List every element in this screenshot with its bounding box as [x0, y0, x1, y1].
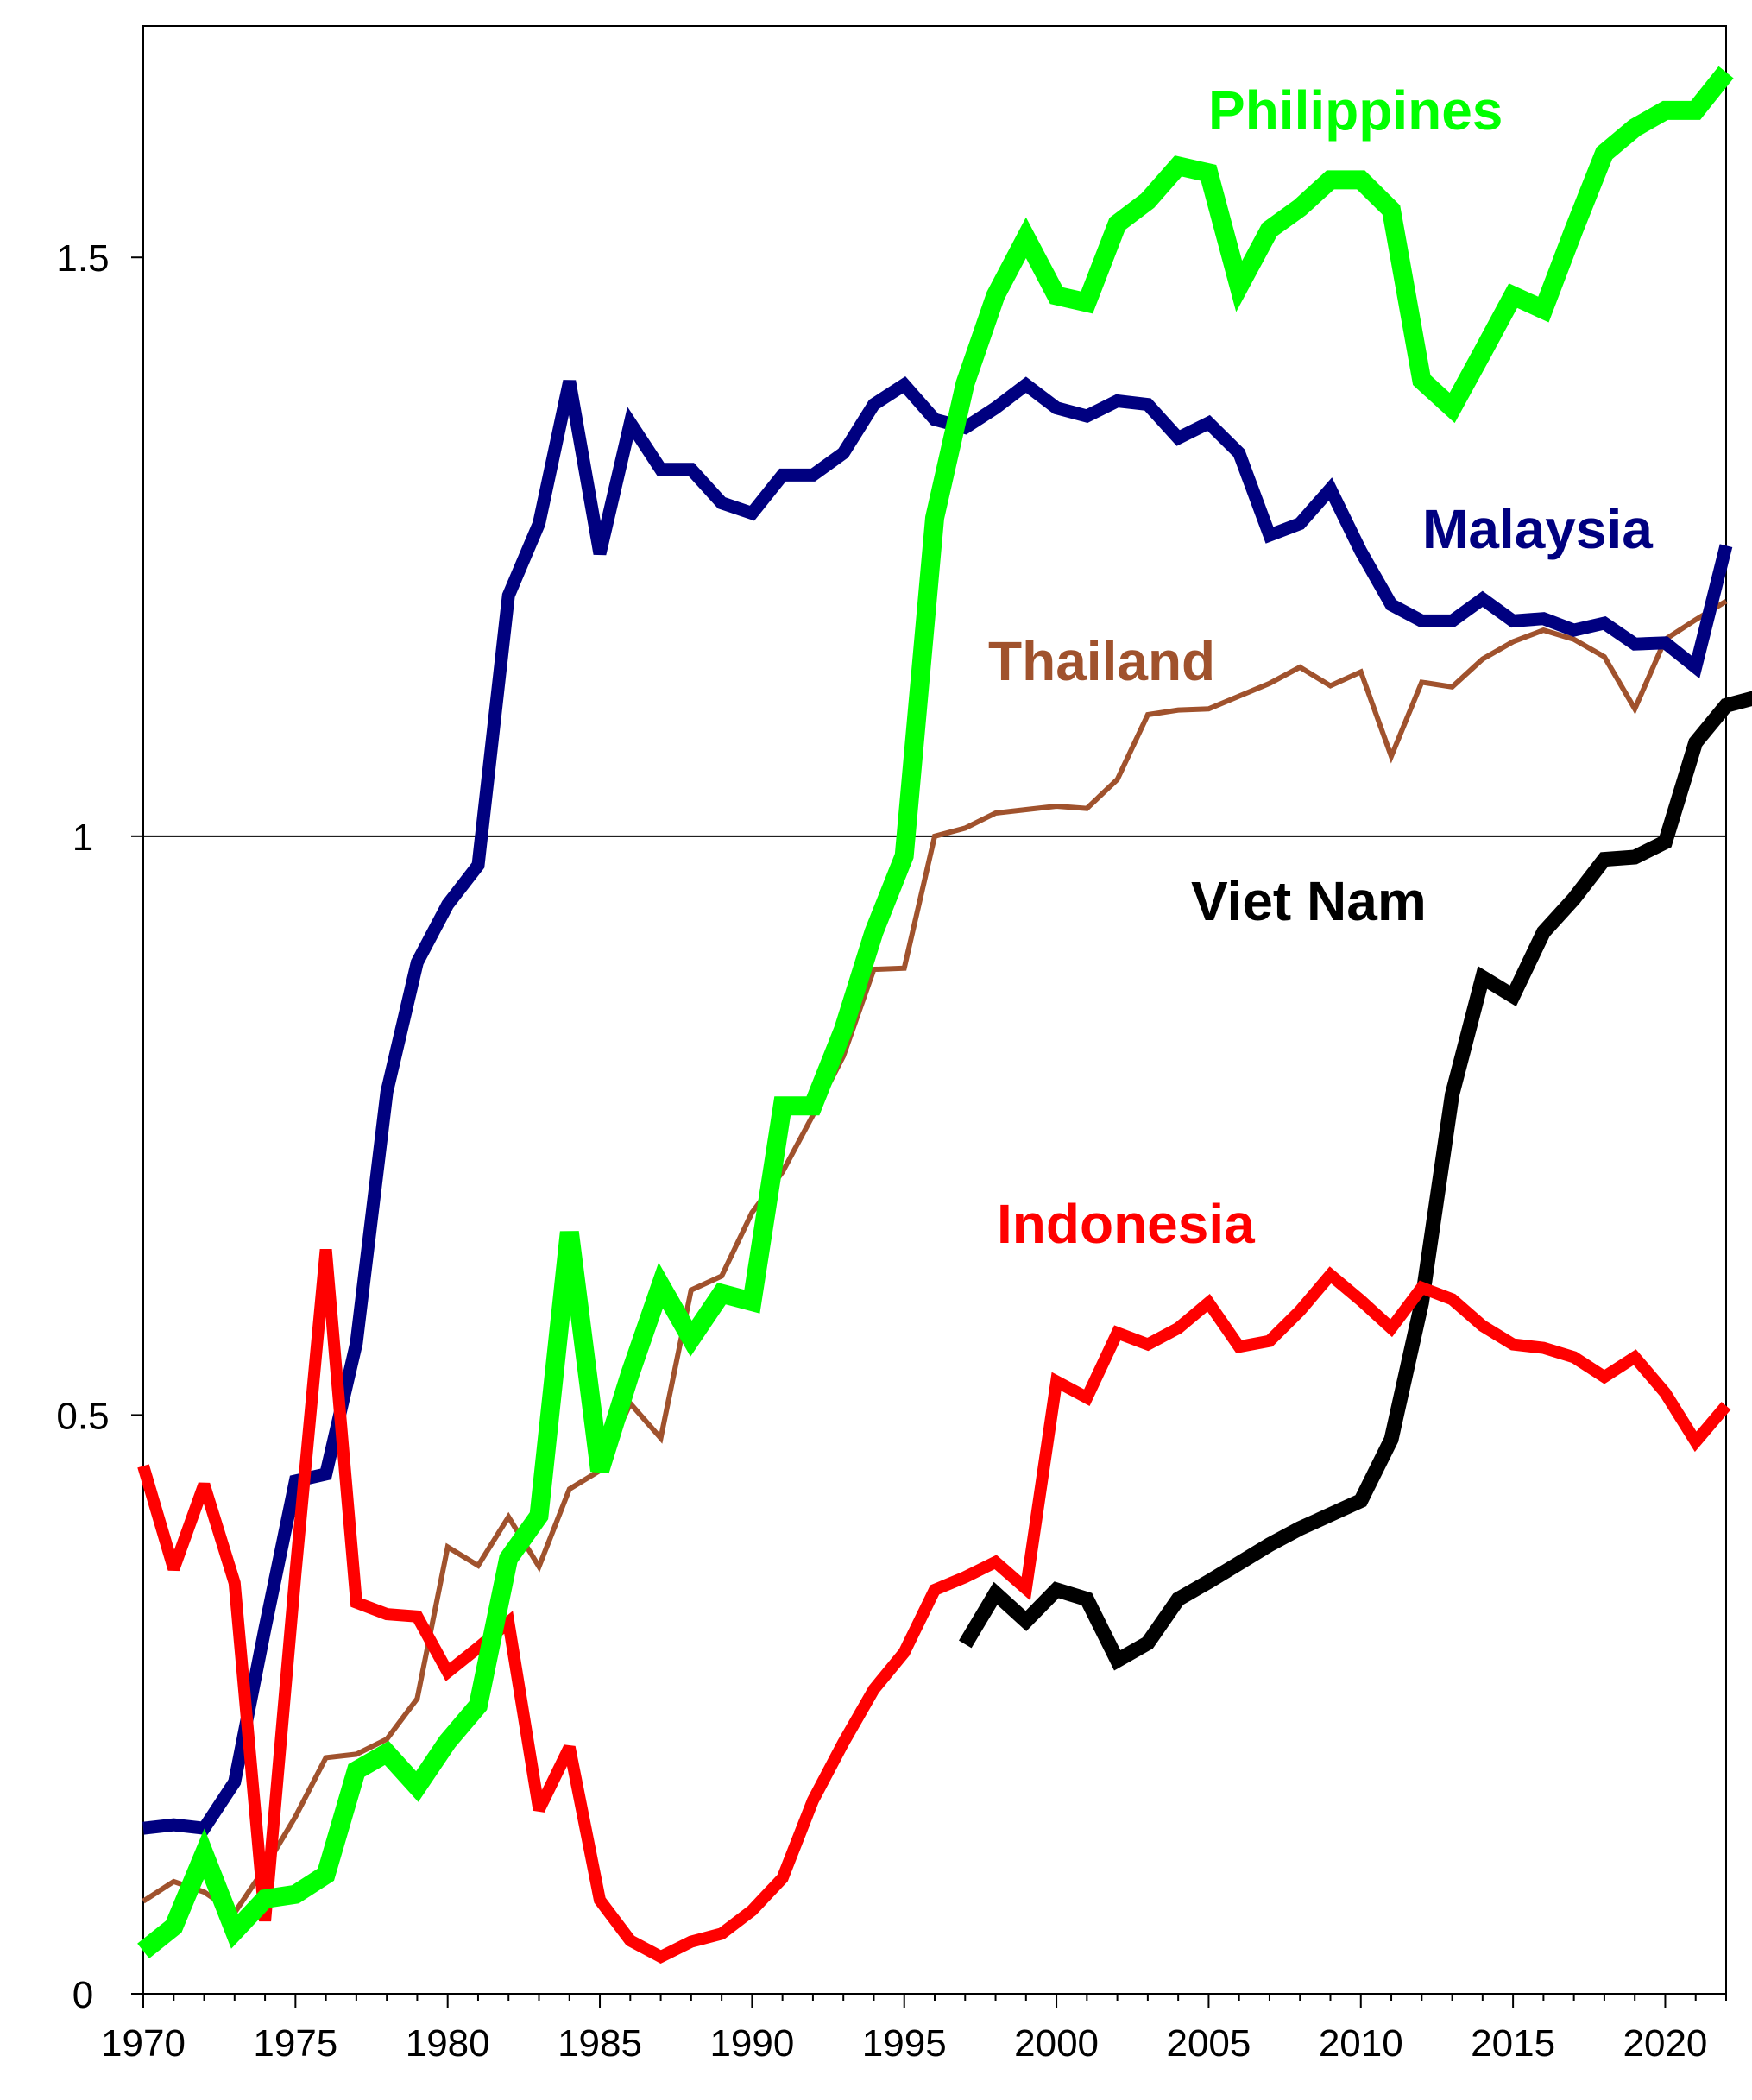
y-tick-label: 1 — [72, 817, 93, 859]
x-tick-label: 2010 — [1319, 2022, 1403, 2065]
label-viet-nam: Viet Nam — [1191, 870, 1427, 932]
x-tick-label: 1990 — [709, 2022, 794, 2065]
x-tick-label: 2015 — [1471, 2022, 1555, 2065]
series-line-thailand — [142, 599, 1728, 1917]
series-line-malaysia — [142, 375, 1733, 1836]
y-tick-label: 0 — [72, 1974, 93, 2016]
label-philippines: Philippines — [1208, 79, 1503, 142]
x-tick-label: 1980 — [406, 2022, 490, 2065]
series-line-indonesia — [137, 1248, 1731, 1964]
series-line-viet-nam — [959, 691, 1752, 1671]
series-layer — [137, 66, 1752, 1964]
x-tick-label: 2020 — [1623, 2022, 1708, 2065]
label-thailand: Thailand — [988, 630, 1215, 692]
label-indonesia: Indonesia — [997, 1193, 1255, 1255]
x-tick-label: 2000 — [1014, 2022, 1099, 2065]
series-labels: Philippines Malaysia Thailand Viet Nam I… — [988, 79, 1653, 1255]
label-malaysia: Malaysia — [1422, 498, 1653, 560]
x-tick-label: 1995 — [862, 2022, 947, 2065]
y-tick-label: 0.5 — [56, 1395, 109, 1437]
y-tick-label: 1.5 — [56, 237, 109, 280]
x-tick-label: 1970 — [101, 2022, 186, 2065]
axes: 0 0.5 1 1.5 1970 1975 1980 1985 1990 1995 2000 2005… — [56, 25, 1727, 2065]
series-line-philippines — [137, 66, 1734, 1958]
x-tick-label: 1985 — [558, 2022, 642, 2065]
x-tick-label: 2005 — [1166, 2022, 1251, 2065]
x-tick-label: 1975 — [253, 2022, 337, 2065]
